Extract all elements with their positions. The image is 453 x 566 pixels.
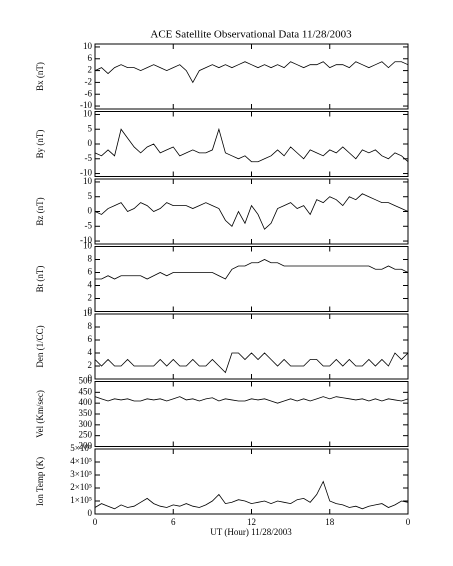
y-axis-label: Ion Temp (K) <box>35 457 45 506</box>
y-axis-label: Den (1/CC) <box>35 325 45 367</box>
y-tick-label: 3×10⁵ <box>70 469 92 479</box>
y-tick-label: 10 <box>83 308 93 318</box>
y-tick-label: 10 <box>83 176 93 186</box>
y-tick-label: 450 <box>79 386 93 396</box>
data-line <box>94 193 409 230</box>
y-tick-label: 10 <box>83 109 93 119</box>
y-tick-label: 300 <box>79 419 93 429</box>
y-tick-label: 10 <box>83 241 93 251</box>
data-line <box>94 352 409 374</box>
y-tick-label: 0 <box>88 508 93 518</box>
y-tick-label: 350 <box>79 408 93 418</box>
y-tick-label: 1×10⁵ <box>70 495 92 505</box>
data-line <box>94 396 409 404</box>
y-axis-label: Bx (nT) <box>35 62 45 91</box>
data-line <box>94 61 409 84</box>
data-line <box>94 480 409 510</box>
y-tick-label: -5 <box>85 220 93 230</box>
y-tick-label: 2 <box>88 65 93 75</box>
data-line <box>95 259 409 280</box>
y-tick-label: 2 <box>88 360 93 370</box>
y-tick-label: 6 <box>88 53 93 63</box>
y-tick-label: 4 <box>88 347 93 357</box>
y-tick-label: 0 <box>88 373 93 383</box>
y-tick-label: -5 <box>85 153 93 163</box>
y-tick-label: 10 <box>83 41 93 51</box>
chart-title: ACE Satellite Observational Data 11/28/2… <box>150 29 352 41</box>
y-tick-label: 0 <box>88 138 93 148</box>
y-tick-label: 5 <box>88 123 93 133</box>
y-tick-label: 8 <box>88 321 93 331</box>
y-tick-label: 2 <box>88 293 93 303</box>
panel-frame <box>94 246 409 312</box>
y-tick-label: 2×10⁵ <box>70 482 92 492</box>
y-tick-label: -6 <box>85 88 93 98</box>
y-tick-label: 5×10⁵ <box>70 443 92 453</box>
x-tick-label: 12 <box>247 517 256 527</box>
y-tick-label: 400 <box>79 397 93 407</box>
x-tick-label: 0 <box>406 517 411 527</box>
y-tick-label: 200 <box>79 441 93 451</box>
panel-frame <box>94 43 409 110</box>
y-tick-label: 500 <box>79 376 93 386</box>
x-axis-label: UT (Hour) 11/28/2003 <box>210 527 292 537</box>
y-tick-label: 6 <box>88 267 93 277</box>
y-tick-label: 8 <box>88 254 93 264</box>
y-tick-label: -10 <box>80 235 92 245</box>
y-tick-label: 0 <box>88 306 93 316</box>
y-axis-label: Bt (nT) <box>35 266 45 293</box>
panel-frame <box>94 178 409 245</box>
y-tick-label: 5 <box>88 191 93 201</box>
y-axis-label: Bz (nT) <box>35 197 45 225</box>
y-tick-label: -2 <box>85 76 93 86</box>
x-tick-label: 0 <box>93 517 98 527</box>
y-tick-label: 4×10⁵ <box>70 456 92 466</box>
y-tick-label: -10 <box>80 100 92 110</box>
panel-frame <box>94 313 409 380</box>
x-tick-label: 6 <box>171 517 176 527</box>
y-axis-label: By (nT) <box>35 130 45 159</box>
y-tick-label: 6 <box>88 334 93 344</box>
y-tick-label: -10 <box>80 168 92 178</box>
panel-frame <box>94 448 409 515</box>
y-tick-label: 0 <box>88 206 93 216</box>
y-tick-label: 250 <box>79 430 93 440</box>
y-axis-label: Vel (Km/sec) <box>35 390 45 438</box>
x-tick-label: 18 <box>325 517 335 527</box>
panel-frame <box>94 381 409 447</box>
data-line <box>94 127 409 163</box>
panel-frame <box>94 111 409 177</box>
y-tick-label: 4 <box>88 280 93 290</box>
